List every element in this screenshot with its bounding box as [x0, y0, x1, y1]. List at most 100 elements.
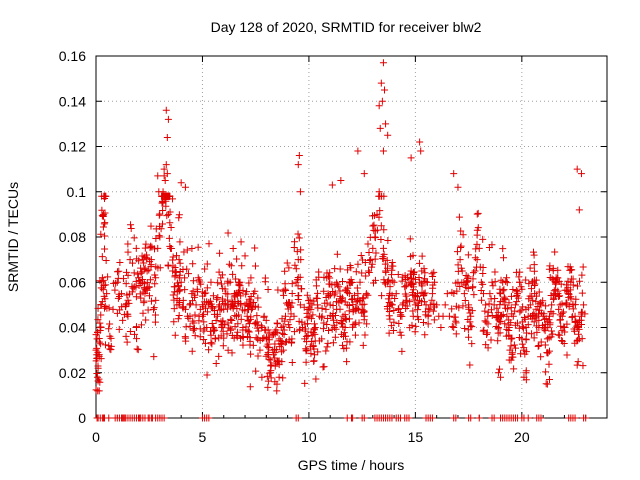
data-point [227, 303, 235, 311]
data-point [395, 305, 403, 313]
data-point [547, 291, 555, 299]
data-point [142, 316, 150, 324]
data-point [430, 316, 438, 324]
data-point [218, 297, 226, 305]
data-point [530, 251, 538, 259]
data-point [471, 267, 479, 275]
data-point [497, 373, 505, 381]
data-point [558, 309, 566, 317]
zero-point [205, 414, 213, 422]
data-point [304, 305, 312, 313]
data-point [106, 345, 114, 353]
data-point [237, 315, 245, 323]
data-point [503, 274, 511, 282]
data-point [556, 316, 564, 324]
data-point [264, 333, 272, 341]
data-point [286, 324, 294, 331]
data-point [100, 304, 108, 312]
data-point [169, 291, 177, 299]
x-tick-label: 20 [514, 429, 530, 445]
data-point [308, 301, 316, 309]
data-point [529, 297, 537, 305]
data-point [515, 273, 523, 281]
data-point [237, 292, 245, 300]
data-point [246, 300, 254, 308]
data-point [176, 268, 184, 276]
data-point [398, 347, 406, 355]
zero-point [294, 414, 302, 422]
data-point [233, 255, 241, 263]
data-point [247, 350, 255, 358]
data-point [234, 328, 242, 336]
data-point [571, 327, 579, 335]
data-point [129, 259, 136, 267]
data-point [228, 317, 236, 325]
data-point [92, 331, 100, 339]
data-point [231, 312, 239, 320]
data-point [488, 241, 496, 249]
data-point [552, 286, 560, 294]
data-point [542, 380, 550, 388]
data-point [530, 311, 538, 319]
data-point [379, 59, 387, 67]
data-point [392, 290, 400, 298]
data-point [457, 264, 465, 272]
data-point [199, 292, 207, 300]
data-point [328, 325, 336, 333]
data-point [560, 323, 568, 331]
data-point [96, 277, 104, 285]
data-point [293, 248, 301, 256]
data-point [122, 332, 130, 340]
data-point [143, 254, 151, 262]
data-point [222, 301, 230, 309]
data-point [407, 274, 415, 282]
data-point [124, 240, 132, 248]
data-point [345, 278, 353, 286]
data-point [473, 210, 481, 218]
data-point [137, 269, 145, 277]
data-point [252, 367, 260, 375]
y-tick-label: 0 [78, 410, 86, 426]
data-point [273, 346, 281, 354]
data-point [409, 251, 417, 259]
data-point [115, 267, 123, 275]
data-point [331, 333, 339, 341]
data-point [454, 267, 462, 275]
data-point [135, 257, 143, 265]
data-point [175, 211, 183, 219]
data-point [154, 264, 162, 272]
data-point [101, 232, 109, 240]
data-point [399, 299, 407, 307]
data-point [159, 206, 167, 214]
data-point [448, 288, 456, 296]
data-point [104, 273, 112, 281]
data-point [577, 310, 585, 318]
data-point [207, 278, 215, 286]
x-tick-label: 5 [199, 429, 207, 445]
data-point [348, 278, 356, 286]
data-point [319, 325, 327, 333]
data-point [168, 195, 176, 203]
data-point [530, 267, 538, 275]
data-point [274, 357, 282, 365]
data-point [516, 278, 524, 286]
data-point [241, 252, 249, 260]
data-point [141, 264, 149, 272]
data-point [577, 170, 585, 178]
data-point [462, 272, 470, 280]
data-point [97, 300, 105, 308]
data-point [518, 340, 526, 348]
data-point [368, 260, 376, 268]
data-point [186, 301, 194, 309]
data-point [245, 306, 253, 314]
data-point [301, 320, 309, 328]
data-point [176, 259, 184, 267]
data-point [347, 264, 355, 272]
data-point [133, 335, 141, 343]
data-point [500, 254, 508, 262]
data-point [557, 322, 565, 330]
data-point [378, 97, 386, 105]
data-point [461, 296, 469, 304]
data-point [365, 267, 373, 275]
data-point [235, 311, 243, 319]
